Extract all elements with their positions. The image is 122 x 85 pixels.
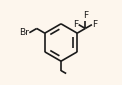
Text: F: F (83, 11, 88, 20)
Text: F: F (92, 20, 97, 29)
Text: F: F (73, 20, 78, 29)
Text: Br: Br (19, 28, 29, 37)
